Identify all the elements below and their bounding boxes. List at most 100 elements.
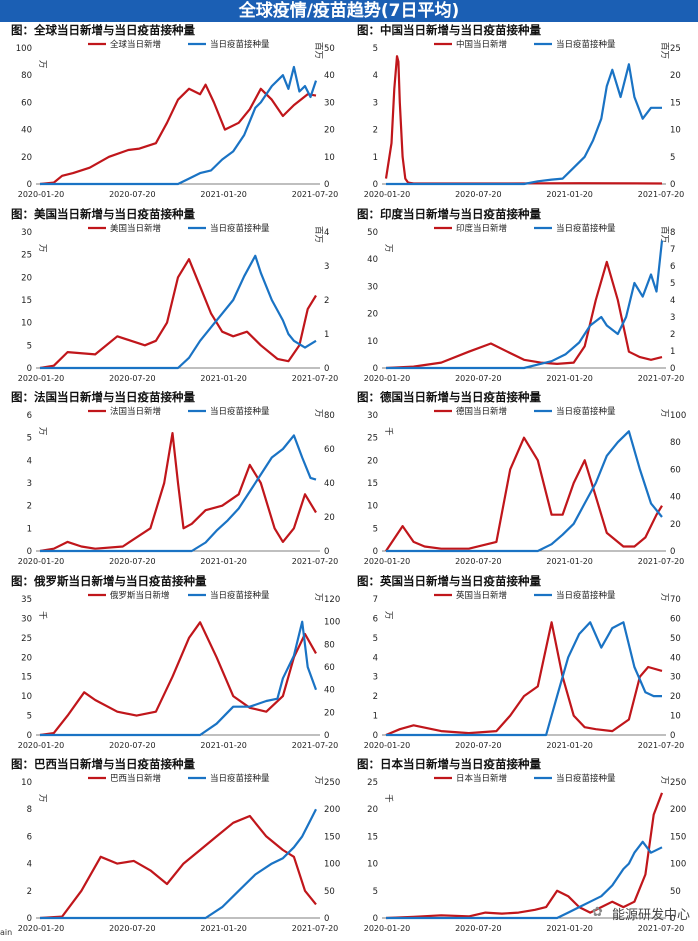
series-line-vaccine — [386, 620, 662, 736]
x-tick-label: 2020-01-20 — [18, 924, 65, 933]
left-tick-label: 1 — [27, 524, 32, 534]
x-tick-label: 2020-07-20 — [455, 924, 502, 933]
right-unit-label: 万 — [659, 776, 669, 785]
x-tick-label: 2021-01-20 — [546, 924, 593, 933]
left-tick-label: 10 — [21, 692, 32, 702]
chart-title: 图：法国当日新增与当日疫苗接种量 — [11, 390, 195, 404]
x-tick-label: 2021-07-20 — [292, 557, 339, 566]
series-line-cases — [385, 792, 664, 920]
right-unit-label: 万 — [659, 409, 669, 418]
series-line-cases — [39, 432, 317, 553]
right-tick-label: 0 — [324, 547, 329, 557]
series-line-vaccine — [386, 430, 663, 553]
left-tick-label: 0 — [373, 547, 378, 557]
right-tick-label: 1 — [324, 330, 329, 340]
right-tick-label: 10 — [670, 711, 681, 721]
x-tick-label: 2020-07-20 — [109, 190, 156, 199]
series-line-vaccine — [40, 65, 318, 186]
right-unit-label: 万 — [313, 776, 323, 785]
right-tick-label: 30 — [324, 98, 335, 108]
left-tick-label: 4 — [27, 860, 32, 870]
right-tick-label: 20 — [670, 71, 681, 81]
watermark-text: 能源研发中心 — [611, 908, 690, 923]
left-tick-label: 20 — [367, 805, 378, 815]
left-tick-label: 30 — [21, 614, 32, 624]
left-tick-label: 20 — [367, 456, 378, 466]
chart-title: 图：德国当日新增与当日疫苗接种量 — [357, 390, 541, 404]
left-tick-label: 30 — [367, 282, 378, 292]
x-tick-label: 2021-07-20 — [638, 924, 685, 933]
legend-label: 当日疫苗接种量 — [210, 223, 270, 234]
left-tick-label: 10 — [367, 860, 378, 870]
left-unit-label: 万 — [383, 611, 393, 620]
right-tick-label: 3 — [670, 313, 675, 323]
x-tick-label: 2020-01-20 — [364, 190, 411, 199]
series-line-vaccine — [386, 63, 662, 186]
chart-panel-4: 图：法国当日新增与当日疫苗接种量 0 1 2 3 4 5 6 0 20 40 60 80 万万 2020-0… — [8, 389, 346, 571]
left-tick-label: 2 — [373, 126, 378, 136]
legend-label: 英国当日新增 — [456, 590, 507, 601]
legend-label: 巴西当日新增 — [110, 773, 161, 784]
left-unit-label: 万 — [37, 427, 47, 436]
chart-panel-7: 图：英国当日新增与当日疫苗接种量 0 1 2 3 4 5 6 7 0 10 20 30 40 50 60 70 万… — [354, 573, 692, 755]
left-tick-label: 2 — [27, 502, 32, 512]
left-tick-label: 0 — [373, 914, 378, 924]
left-unit-label: 万 — [37, 244, 47, 253]
left-tick-label: 1 — [373, 711, 378, 721]
left-tick-label: 6 — [27, 832, 32, 842]
chart-title: 图：日本当日新增与当日疫苗接种量 — [357, 757, 541, 771]
right-tick-label: 0 — [324, 914, 329, 924]
left-tick-label: 25 — [367, 778, 378, 788]
x-tick-label: 2021-01-20 — [546, 557, 593, 566]
x-tick-label: 2020-01-20 — [18, 741, 65, 750]
left-tick-label: 40 — [21, 126, 32, 136]
legend-label: 法国当日新增 — [110, 406, 161, 417]
left-tick-label: 4 — [373, 653, 378, 663]
chart-title: 图：俄罗斯当日新增与当日疫苗接种量 — [11, 573, 207, 588]
left-tick-label: 6 — [27, 411, 32, 421]
right-tick-label: 1 — [670, 347, 675, 357]
x-tick-label: 2020-07-20 — [455, 741, 502, 750]
left-tick-label: 20 — [21, 153, 32, 163]
x-tick-label: 2021-07-20 — [638, 741, 685, 750]
right-tick-label: 0 — [670, 547, 675, 557]
right-tick-label: 60 — [670, 465, 681, 475]
x-tick-label: 2021-07-20 — [292, 190, 339, 199]
chart-title: 图：中国当日新增与当日疫苗接种量 — [357, 23, 541, 37]
x-tick-label: 2021-01-20 — [200, 557, 247, 566]
left-tick-label: 4 — [373, 71, 378, 81]
right-tick-label: 120 — [324, 595, 340, 605]
right-unit-label: 百万 — [659, 226, 669, 243]
right-tick-label: 50 — [670, 887, 681, 897]
left-unit-label: 千 — [37, 611, 48, 620]
legend-label: 俄罗斯当日新增 — [110, 590, 170, 601]
series-line-cases — [39, 257, 317, 369]
chart-svg: 0 5 10 15 20 25 30 0 1 2 3 4 万 百万 2020-01-20 2020-07-20… — [18, 223, 339, 383]
left-unit-label: 万 — [383, 244, 393, 253]
left-tick-label: 4 — [27, 456, 32, 466]
right-tick-label: 4 — [670, 296, 675, 306]
left-tick-label: 15 — [21, 296, 32, 306]
x-tick-label: 2020-01-20 — [364, 374, 411, 383]
right-tick-label: 80 — [324, 640, 335, 650]
x-tick-label: 2021-01-20 — [200, 924, 247, 933]
right-tick-label: 100 — [670, 411, 686, 421]
right-unit-label: 万 — [659, 593, 669, 602]
right-unit-label: 百万 — [313, 42, 323, 59]
legend-label: 当日疫苗接种量 — [556, 773, 616, 784]
right-tick-label: 50 — [670, 633, 681, 643]
page-title: 全球疫情/疫苗趋势(7日平均) — [0, 0, 698, 22]
left-tick-label: 0 — [27, 731, 32, 741]
left-tick-label: 6 — [373, 614, 378, 624]
left-tick-label: 5 — [27, 341, 32, 351]
legend-label: 全球当日新增 — [110, 39, 161, 50]
right-tick-label: 150 — [670, 832, 686, 842]
right-tick-label: 40 — [670, 493, 681, 503]
left-tick-label: 10 — [367, 502, 378, 512]
left-tick-label: 60 — [21, 98, 32, 108]
chart-svg: 0 10 20 30 40 50 0 1 2 3 4 5 6 7 8 万 百万 2020-01-20 2020-07… — [364, 223, 685, 383]
left-tick-label: 0 — [27, 914, 32, 924]
left-unit-label: 千 — [383, 794, 394, 803]
